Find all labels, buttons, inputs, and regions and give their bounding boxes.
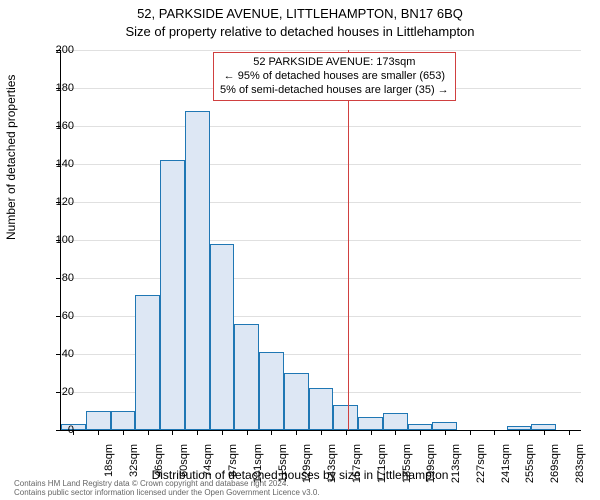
xtick-mark: [321, 430, 322, 435]
xtick-label: 199sqm: [425, 444, 437, 484]
xtick-label: 171sqm: [376, 444, 388, 484]
xtick-mark: [519, 430, 520, 435]
xtick-mark: [544, 430, 545, 435]
grid-line: [61, 50, 581, 51]
ytick-label: 160: [44, 120, 74, 132]
xtick-label: 129sqm: [301, 444, 313, 484]
xtick-label: 115sqm: [277, 444, 289, 484]
histogram-bar: [135, 295, 160, 430]
histogram-bar: [432, 422, 457, 430]
ytick-label: 120: [44, 196, 74, 208]
ytick-label: 80: [44, 272, 74, 284]
xtick-label: 255sqm: [524, 444, 536, 484]
xtick-mark: [470, 430, 471, 435]
xtick-label: 269sqm: [549, 444, 561, 484]
xtick-label: 185sqm: [401, 444, 413, 484]
xtick-mark: [247, 430, 248, 435]
grid-line: [61, 202, 581, 203]
histogram-bar: [259, 352, 284, 430]
xtick-mark: [420, 430, 421, 435]
xtick-label: 213sqm: [450, 444, 462, 484]
xtick-label: 157sqm: [351, 444, 363, 484]
ytick-label: 100: [44, 234, 74, 246]
xtick-mark: [445, 430, 446, 435]
ytick-label: 40: [44, 348, 74, 360]
histogram-bar: [284, 373, 309, 430]
xtick-mark: [271, 430, 272, 435]
grid-line: [61, 126, 581, 127]
footer-credits: Contains HM Land Registry data © Crown c…: [14, 480, 320, 498]
histogram-bar: [160, 160, 185, 430]
histogram-bar: [185, 111, 210, 430]
y-axis-label: Number of detached properties: [4, 75, 18, 240]
xtick-mark: [569, 430, 570, 435]
xtick-mark: [222, 430, 223, 435]
xtick-mark: [296, 430, 297, 435]
histogram-bar: [86, 411, 111, 430]
xtick-label: 101sqm: [252, 444, 264, 484]
ytick-label: 20: [44, 386, 74, 398]
marker-line: [348, 50, 349, 430]
plot-area: 52 PARKSIDE AVENUE: 173sqm ← 95% of deta…: [60, 50, 581, 431]
xtick-label: 74sqm: [202, 444, 214, 484]
xtick-label: 60sqm: [178, 444, 190, 484]
ytick-label: 200: [44, 44, 74, 56]
histogram-bar: [111, 411, 136, 430]
grid-line: [61, 164, 581, 165]
xtick-label: 46sqm: [153, 444, 165, 484]
xtick-label: 241sqm: [500, 444, 512, 484]
annotation-box: 52 PARKSIDE AVENUE: 173sqm ← 95% of deta…: [213, 52, 456, 101]
histogram-bar: [358, 417, 383, 430]
ytick-label: 180: [44, 82, 74, 94]
xtick-label: 227sqm: [475, 444, 487, 484]
ytick-label: 60: [44, 310, 74, 322]
histogram-bar: [383, 413, 408, 430]
ytick-label: 140: [44, 158, 74, 170]
xtick-mark: [148, 430, 149, 435]
chart-title-line1: 52, PARKSIDE AVENUE, LITTLEHAMPTON, BN17…: [0, 6, 600, 21]
histogram-bar: [210, 244, 235, 430]
xtick-mark: [494, 430, 495, 435]
chart-title-line2: Size of property relative to detached ho…: [0, 24, 600, 39]
xtick-mark: [371, 430, 372, 435]
xtick-label: 18sqm: [103, 444, 115, 484]
xtick-label: 32sqm: [128, 444, 140, 484]
annotation-line3: 5% of semi-detached houses are larger (3…: [220, 84, 449, 98]
xtick-label: 87sqm: [227, 444, 239, 484]
xtick-mark: [346, 430, 347, 435]
xtick-mark: [197, 430, 198, 435]
annotation-line1: 52 PARKSIDE AVENUE: 173sqm: [220, 56, 449, 70]
xtick-label: 283sqm: [574, 444, 586, 484]
histogram-bar: [333, 405, 358, 430]
xtick-mark: [123, 430, 124, 435]
xtick-mark: [172, 430, 173, 435]
histogram-bar: [234, 324, 259, 430]
grid-line: [61, 240, 581, 241]
grid-line: [61, 278, 581, 279]
ytick-label: 0: [44, 424, 74, 436]
histogram-bar: [309, 388, 334, 430]
footer-line2: Contains public sector information licen…: [14, 489, 320, 498]
chart-container: 52, PARKSIDE AVENUE, LITTLEHAMPTON, BN17…: [0, 0, 600, 500]
xtick-label: 143sqm: [326, 444, 338, 484]
annotation-line2: ← 95% of detached houses are smaller (65…: [220, 70, 449, 84]
xtick-mark: [98, 430, 99, 435]
xtick-mark: [395, 430, 396, 435]
